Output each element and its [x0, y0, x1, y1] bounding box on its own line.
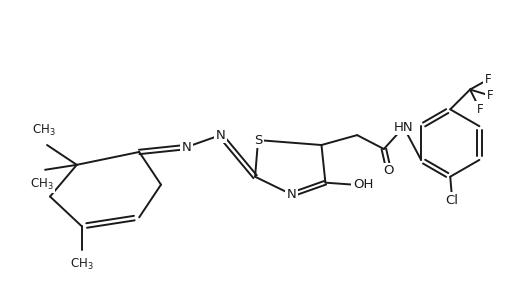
Text: CH$_3$: CH$_3$ [70, 257, 94, 272]
Text: Cl: Cl [446, 194, 459, 207]
Text: N: N [216, 129, 225, 142]
Text: O: O [384, 164, 394, 177]
Text: N: N [287, 188, 297, 201]
Text: F: F [487, 89, 493, 102]
Text: HN: HN [394, 121, 413, 134]
Text: F: F [476, 103, 483, 116]
Text: OH: OH [353, 178, 374, 191]
Text: S: S [254, 134, 262, 147]
Text: N: N [182, 140, 192, 153]
Text: F: F [484, 73, 491, 86]
Text: CH$_3$: CH$_3$ [32, 123, 56, 138]
Text: CH$_3$: CH$_3$ [30, 177, 54, 192]
